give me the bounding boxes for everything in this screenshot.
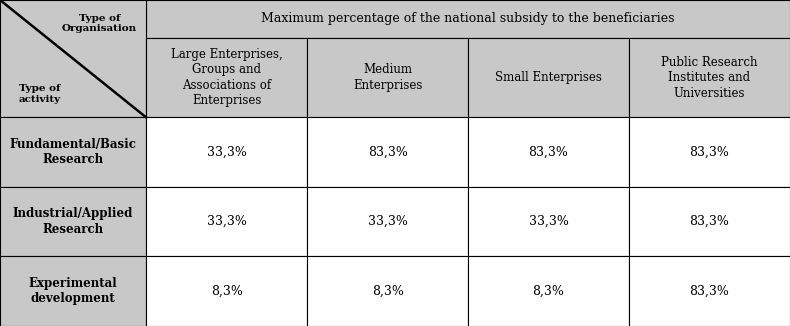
- Bar: [0, 117, 146, 187]
- Bar: [307, 117, 468, 187]
- Text: Medium
Enterprises: Medium Enterprises: [353, 63, 423, 92]
- Bar: [629, 117, 790, 187]
- Text: 8,3%: 8,3%: [211, 285, 243, 297]
- Text: Type of
Organisation: Type of Organisation: [62, 14, 137, 33]
- Bar: [629, 256, 790, 326]
- Text: 33,3%: 33,3%: [207, 146, 246, 158]
- Text: Industrial/Applied
Research: Industrial/Applied Research: [13, 207, 134, 236]
- Text: 83,3%: 83,3%: [690, 285, 729, 297]
- Bar: [468, 256, 629, 326]
- Bar: [146, 187, 307, 256]
- Text: 8,3%: 8,3%: [371, 285, 404, 297]
- Bar: [146, 38, 307, 117]
- Text: Small Enterprises: Small Enterprises: [495, 71, 602, 84]
- Text: Fundamental/Basic
Research: Fundamental/Basic Research: [9, 138, 137, 166]
- Text: Experimental
development: Experimental development: [28, 277, 118, 305]
- Bar: [146, 117, 307, 187]
- Text: 83,3%: 83,3%: [367, 146, 408, 158]
- Text: 83,3%: 83,3%: [690, 146, 729, 158]
- Bar: [146, 256, 307, 326]
- Bar: [0, 256, 146, 326]
- Text: 83,3%: 83,3%: [529, 146, 569, 158]
- Bar: [468, 38, 629, 117]
- Text: Public Research
Institutes and
Universities: Public Research Institutes and Universit…: [661, 56, 758, 99]
- Bar: [0, 0, 146, 117]
- Bar: [468, 187, 629, 256]
- Text: 8,3%: 8,3%: [532, 285, 565, 297]
- Bar: [307, 38, 468, 117]
- Bar: [307, 187, 468, 256]
- Text: 83,3%: 83,3%: [690, 215, 729, 228]
- Bar: [629, 187, 790, 256]
- Text: Large Enterprises,
Groups and
Associations of
Enterprises: Large Enterprises, Groups and Associatio…: [171, 48, 283, 107]
- Bar: [468, 117, 629, 187]
- Text: Maximum percentage of the national subsidy to the beneficiaries: Maximum percentage of the national subsi…: [261, 12, 675, 25]
- Text: 33,3%: 33,3%: [207, 215, 246, 228]
- Text: 33,3%: 33,3%: [529, 215, 569, 228]
- Bar: [629, 38, 790, 117]
- Bar: [0, 187, 146, 256]
- Text: 33,3%: 33,3%: [367, 215, 408, 228]
- Bar: [146, 0, 790, 38]
- Text: Type of
activity: Type of activity: [18, 84, 61, 104]
- Bar: [307, 256, 468, 326]
